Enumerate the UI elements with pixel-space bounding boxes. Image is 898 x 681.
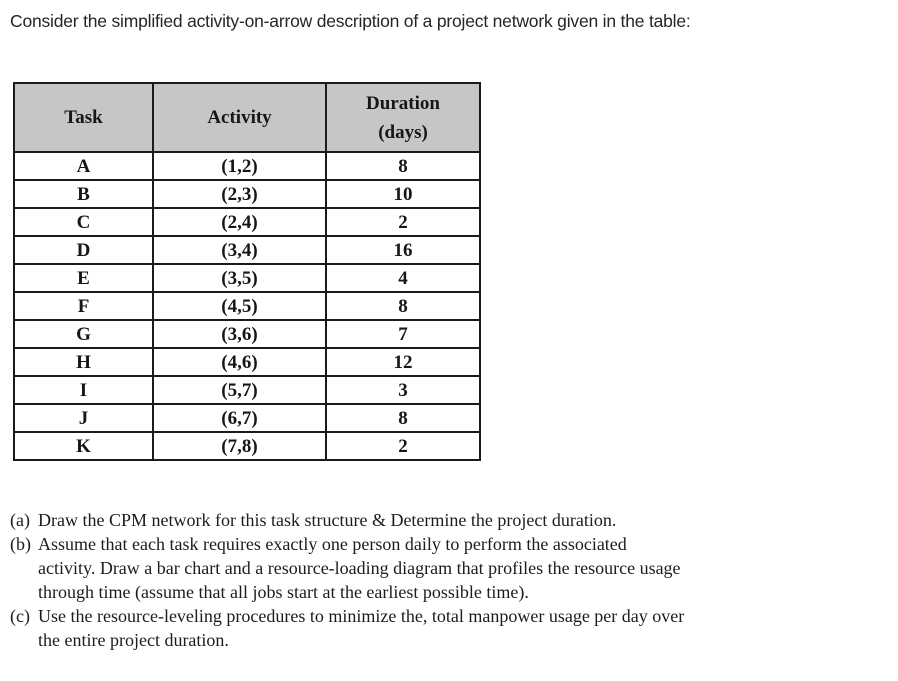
duration-header-line1: Duration — [366, 92, 440, 114]
question-label: (c) — [10, 606, 30, 626]
question-c: (c) Use the resource-leveling procedures … — [10, 604, 684, 652]
task-cell: E — [13, 263, 154, 293]
question-line: (b) Assume that each task requires exactl… — [10, 532, 684, 556]
column-header-activity: Activity — [152, 82, 327, 153]
question-label: (a) — [10, 510, 30, 530]
table-row: G (3,6) 7 — [13, 319, 481, 349]
table-row: K (7,8) 2 — [13, 431, 481, 461]
question-line: through time (assume that all jobs start… — [38, 582, 529, 602]
duration-cell: 3 — [325, 375, 481, 405]
question-text: Assume that each task requires exactly o… — [38, 534, 627, 554]
task-cell: A — [13, 151, 154, 181]
task-cell: H — [13, 347, 154, 377]
task-cell: D — [13, 235, 154, 265]
question-b: (b) Assume that each task requires exactl… — [10, 532, 684, 604]
duration-cell: 4 — [325, 263, 481, 293]
activity-cell: (2,4) — [152, 207, 327, 237]
questions-block: (a) Draw the CPM network for this task st… — [10, 508, 684, 652]
table-row: E (3,5) 4 — [13, 263, 481, 293]
task-cell: J — [13, 403, 154, 433]
table-row: H (4,6) 12 — [13, 347, 481, 377]
table-row: A (1,2) 8 — [13, 151, 481, 181]
activity-cell: (4,5) — [152, 291, 327, 321]
question-line: activity. Draw a bar chart and a resourc… — [38, 558, 681, 578]
question-text: Draw the CPM network for this task struc… — [38, 510, 617, 530]
activity-cell: (3,5) — [152, 263, 327, 293]
duration-cell: 2 — [325, 207, 481, 237]
table-row: B (2,3) 10 — [13, 179, 481, 209]
activity-cell: (3,6) — [152, 319, 327, 349]
table-row: F (4,5) 8 — [13, 291, 481, 321]
activity-cell: (2,3) — [152, 179, 327, 209]
duration-cell: 8 — [325, 291, 481, 321]
duration-cell: 10 — [325, 179, 481, 209]
table-row: D (3,4) 16 — [13, 235, 481, 265]
duration-header-line2: (days) — [378, 121, 428, 143]
activity-cell: (7,8) — [152, 431, 327, 461]
question-text: Use the resource-leveling procedures to … — [38, 606, 685, 626]
question-line: (c) Use the resource-leveling procedures … — [10, 604, 684, 628]
header-row: Task Activity Duration (days) — [13, 82, 481, 153]
activity-cell: (1,2) — [152, 151, 327, 181]
duration-cell: 2 — [325, 431, 481, 461]
question-line: (a) Draw the CPM network for this task st… — [10, 508, 684, 532]
question-label: (b) — [10, 534, 31, 554]
activity-cell: (5,7) — [152, 375, 327, 405]
task-cell: F — [13, 291, 154, 321]
table-row: J (6,7) 8 — [13, 403, 481, 433]
task-cell: C — [13, 207, 154, 237]
duration-cell: 12 — [325, 347, 481, 377]
column-header-duration: Duration (days) — [325, 82, 481, 153]
table-row: I (5,7) 3 — [13, 375, 481, 405]
duration-cell: 7 — [325, 319, 481, 349]
task-cell: I — [13, 375, 154, 405]
question-line: the entire project duration. — [38, 630, 229, 650]
task-cell: G — [13, 319, 154, 349]
table-body: A (1,2) 8 B (2,3) 10 C (2,4) 2 D (3,4) 1… — [13, 151, 481, 461]
column-header-task: Task — [13, 82, 154, 153]
activity-cell: (4,6) — [152, 347, 327, 377]
task-cell: K — [13, 431, 154, 461]
intro-text: Consider the simplified activity-on-arro… — [10, 11, 691, 31]
question-a: (a) Draw the CPM network for this task st… — [10, 508, 684, 532]
duration-cell: 8 — [325, 403, 481, 433]
duration-cell: 8 — [325, 151, 481, 181]
table-header: Task Activity Duration (days) — [13, 82, 481, 153]
table-row: C (2,4) 2 — [13, 207, 481, 237]
task-cell: B — [13, 179, 154, 209]
activity-cell: (3,4) — [152, 235, 327, 265]
duration-cell: 16 — [325, 235, 481, 265]
activity-cell: (6,7) — [152, 403, 327, 433]
activity-table: Task Activity Duration (days) A (1,2) 8 … — [13, 82, 481, 461]
